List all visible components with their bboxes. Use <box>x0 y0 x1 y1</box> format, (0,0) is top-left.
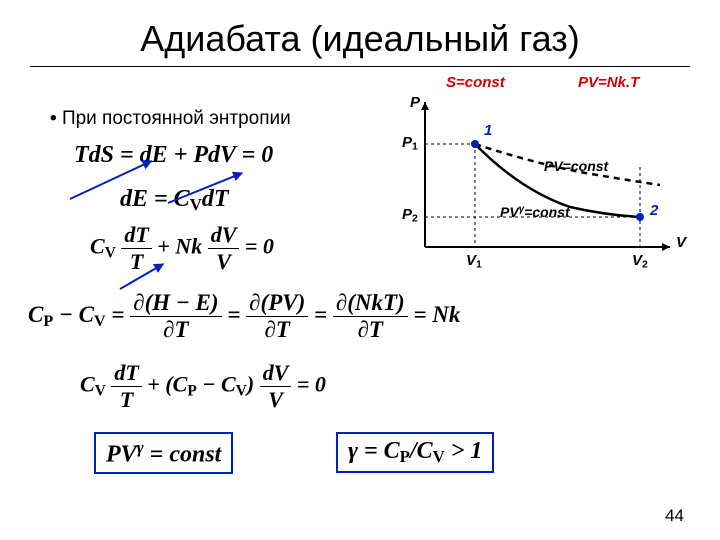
boxed-2: γ = CP/CV > 1 <box>336 432 494 473</box>
box-gamma-ratio: γ = CP/CV > 1 <box>336 432 494 473</box>
frac-nkt: ∂(NkT)∂T <box>333 290 408 343</box>
boxed-1: PVγ = const <box>94 432 233 474</box>
frac-dv-v-1: dVV <box>208 222 240 275</box>
frac-dv-v-2: dVV <box>260 360 292 413</box>
box-pv-gamma: PVγ = const <box>94 432 233 474</box>
eq-cv-dtt: CV dTT + Nk dVV = 0 <box>90 222 274 275</box>
lbl-pv-const: PV=const <box>544 158 608 174</box>
eq2-right: dT <box>202 186 229 212</box>
lbl-s-const: S=const <box>446 74 505 91</box>
lbl-pt1: 1 <box>484 122 492 139</box>
frac-dt-t-2: dTT <box>111 360 141 413</box>
lbl-pt2: 2 <box>650 202 658 219</box>
lbl-p1: P1 <box>402 134 418 153</box>
frac-he: ∂(H − E)∂T <box>130 290 221 343</box>
lbl-pvg-const: PVγ=const <box>500 204 570 220</box>
lbl-v-axis: V <box>676 234 686 251</box>
graph-svg <box>380 72 700 282</box>
lbl-v2: V2 <box>632 252 648 271</box>
slide-title: Адиабата (идеальный газ) <box>30 0 690 67</box>
bullet-text: При постоянной энтропии <box>50 108 291 130</box>
frac-pv: ∂(PV)∂T <box>246 290 308 343</box>
frac-dt-t-1: dTT <box>121 222 151 275</box>
eq-final-dt: CV dTT + (CP − CV) dVV = 0 <box>80 360 326 413</box>
lbl-pv-nkt: PV=Nk.T <box>578 74 639 91</box>
page-number: 44 <box>665 506 684 526</box>
pv-graph: S=const PV=Nk.T P V P1 P2 V1 V2 1 2 PV=c… <box>380 72 700 282</box>
lbl-v1: V1 <box>466 252 482 271</box>
eq-tds: TdS = dE + PdV = 0 <box>74 142 273 169</box>
eq-cp-cv: CP − CV = ∂(H − E)∂T = ∂(PV)∂T = ∂(NkT)∂… <box>28 290 460 343</box>
lbl-p2: P2 <box>402 206 418 225</box>
lbl-p-axis: P <box>410 94 420 111</box>
